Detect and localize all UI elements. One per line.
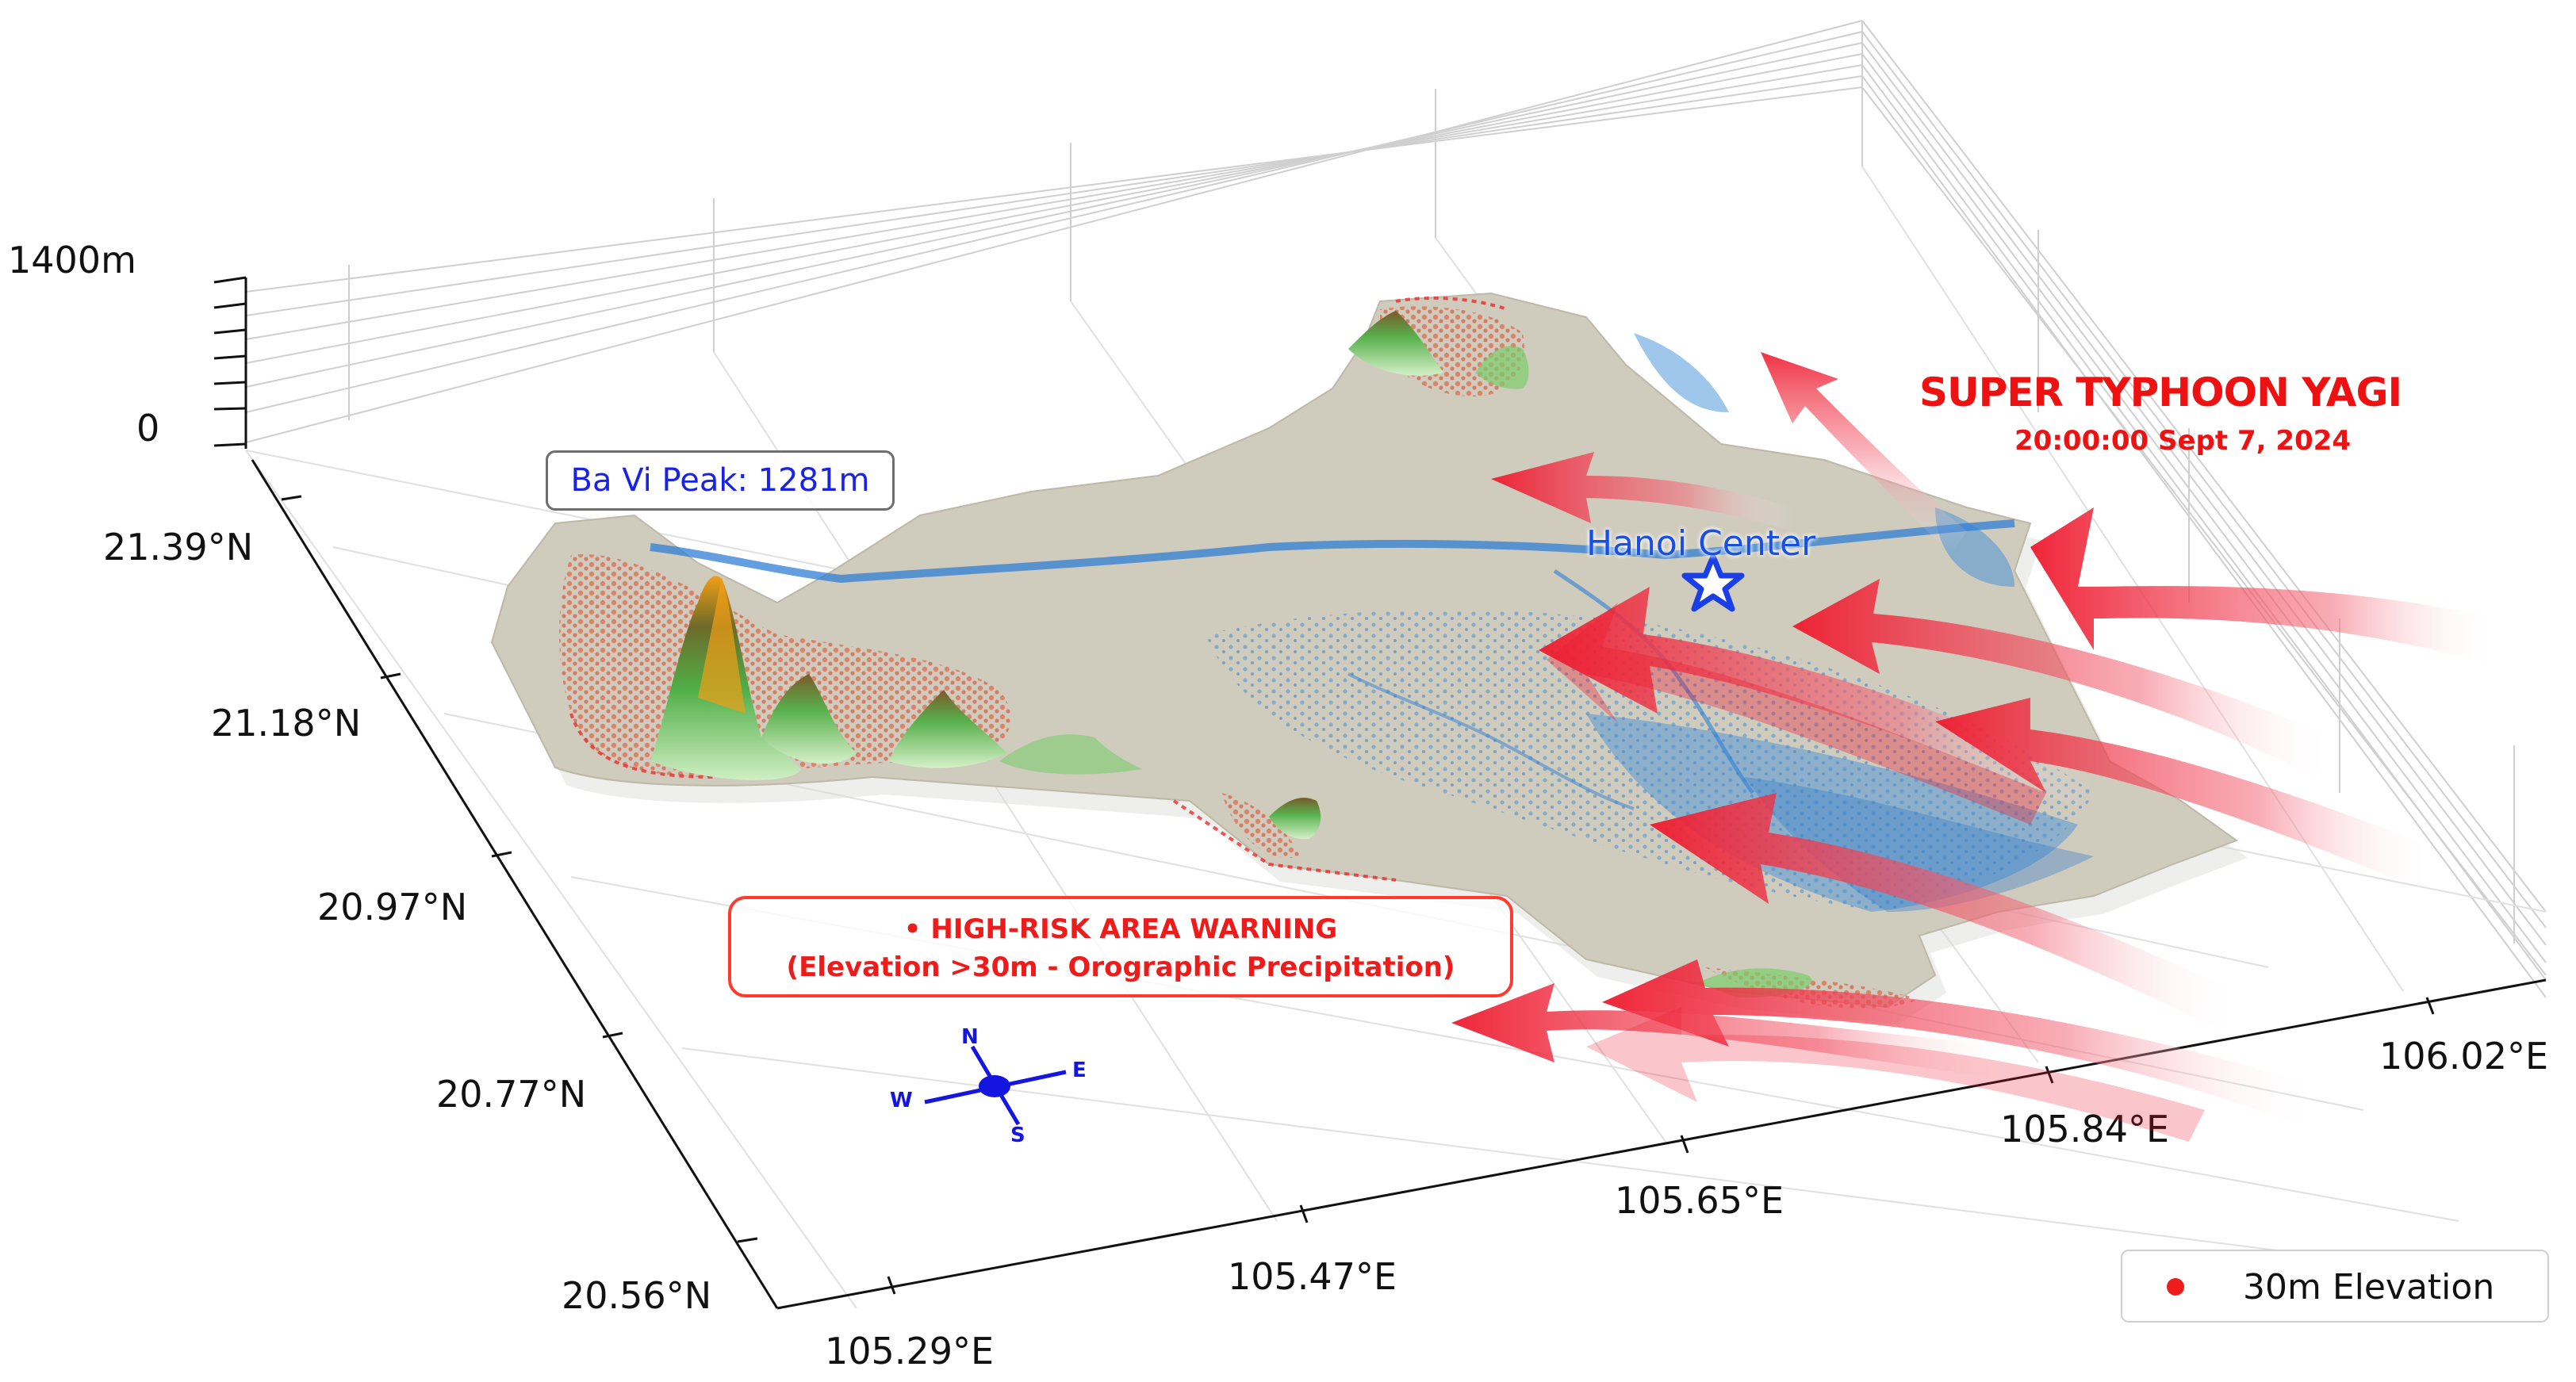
wind-arrow	[1792, 579, 2332, 777]
legend-label: 30m Elevation	[2243, 1267, 2495, 1307]
longitude-tick-label: 105.84°E	[2000, 1108, 2169, 1150]
hanoi-center-label: Hanoi Center	[1586, 523, 1816, 564]
longitude-tick-label: 105.47°E	[1228, 1255, 1397, 1298]
wind-arrow	[1761, 352, 1967, 555]
compass-west: W	[890, 1089, 913, 1112]
ba-vi-mountains	[650, 311, 1812, 998]
legend-marker	[2167, 1278, 2184, 1296]
high-risk-warning-box: • HIGH-RISK AREA WARNING (Elevation >30m…	[728, 896, 1513, 997]
elevation-tick-max: 1400m	[8, 239, 136, 281]
wind-arrow	[1586, 1007, 2205, 1142]
latitude-tick-label: 20.77°N	[436, 1073, 586, 1116]
latitude-axis	[251, 459, 779, 1309]
wind-arrow	[2030, 507, 2498, 666]
elevation-axis	[213, 276, 247, 449]
longitude-axis	[776, 978, 2547, 1310]
latitude-tick-label: 20.97°N	[317, 886, 467, 928]
ba-vi-peak-label: Ba Vi Peak: 1281m	[546, 450, 895, 511]
compass-icon: N S E W	[890, 1025, 1087, 1147]
warning-subtitle: (Elevation >30m - Orographic Precipitati…	[786, 951, 1455, 983]
wind-arrow	[1547, 603, 2046, 825]
wind-arrow	[1650, 793, 2237, 1031]
wind-arrow	[1451, 983, 2014, 1078]
typhoon-title: SUPER TYPHOON YAGI	[1919, 369, 2402, 415]
red-river	[650, 519, 2015, 584]
wind-arrow	[1602, 959, 2316, 1126]
wind-arrow	[1935, 698, 2435, 888]
legend: 30m Elevation	[2121, 1250, 2549, 1323]
elevation-tick-min: 0	[136, 407, 159, 450]
typhoon-timestamp: 20:00:00 Sept 7, 2024	[2014, 425, 2351, 457]
latitude-tick-label: 21.39°N	[103, 526, 253, 568]
compass-east: E	[1072, 1059, 1087, 1082]
wind-arrow	[1491, 452, 1792, 531]
typhoon-wind-arrows	[1451, 352, 2498, 1142]
compass-north: N	[961, 1025, 979, 1049]
longitude-tick-label: 105.65°E	[1615, 1179, 1784, 1222]
compass-south: S	[1010, 1124, 1025, 1147]
warning-title: • HIGH-RISK AREA WARNING	[903, 913, 1338, 945]
latitude-tick-label: 21.18°N	[211, 702, 361, 745]
longitude-tick-label: 106.02°E	[2379, 1035, 2548, 1078]
latitude-tick-label: 20.56°N	[562, 1274, 711, 1317]
star-icon	[1681, 553, 1745, 612]
longitude-tick-label: 105.29°E	[825, 1330, 994, 1372]
wind-arrow	[1539, 587, 2094, 809]
